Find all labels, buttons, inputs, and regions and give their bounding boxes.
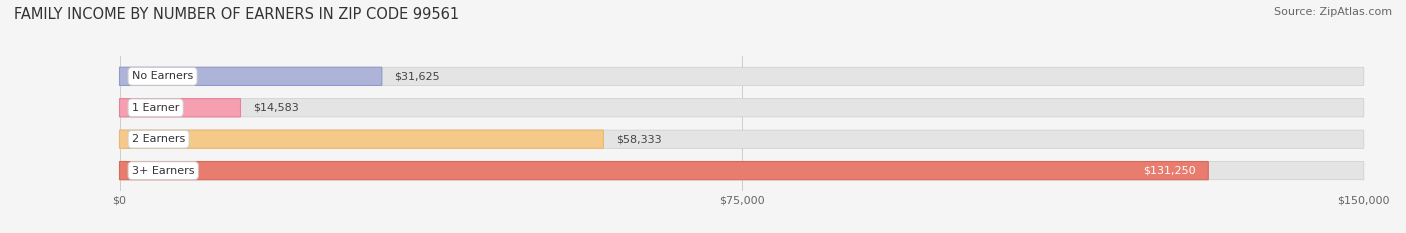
Text: $58,333: $58,333	[616, 134, 661, 144]
Text: $131,250: $131,250	[1143, 166, 1197, 176]
FancyBboxPatch shape	[120, 67, 382, 86]
FancyBboxPatch shape	[120, 99, 240, 117]
FancyBboxPatch shape	[120, 130, 1364, 148]
Text: 2 Earners: 2 Earners	[132, 134, 186, 144]
FancyBboxPatch shape	[120, 99, 1364, 117]
Text: No Earners: No Earners	[132, 71, 193, 81]
Text: $14,583: $14,583	[253, 103, 298, 113]
Text: FAMILY INCOME BY NUMBER OF EARNERS IN ZIP CODE 99561: FAMILY INCOME BY NUMBER OF EARNERS IN ZI…	[14, 7, 460, 22]
Text: 3+ Earners: 3+ Earners	[132, 166, 194, 176]
FancyBboxPatch shape	[120, 130, 603, 148]
Text: $31,625: $31,625	[394, 71, 440, 81]
Text: 1 Earner: 1 Earner	[132, 103, 180, 113]
Text: Source: ZipAtlas.com: Source: ZipAtlas.com	[1274, 7, 1392, 17]
FancyBboxPatch shape	[120, 161, 1208, 180]
FancyBboxPatch shape	[120, 67, 1364, 86]
FancyBboxPatch shape	[120, 161, 1364, 180]
